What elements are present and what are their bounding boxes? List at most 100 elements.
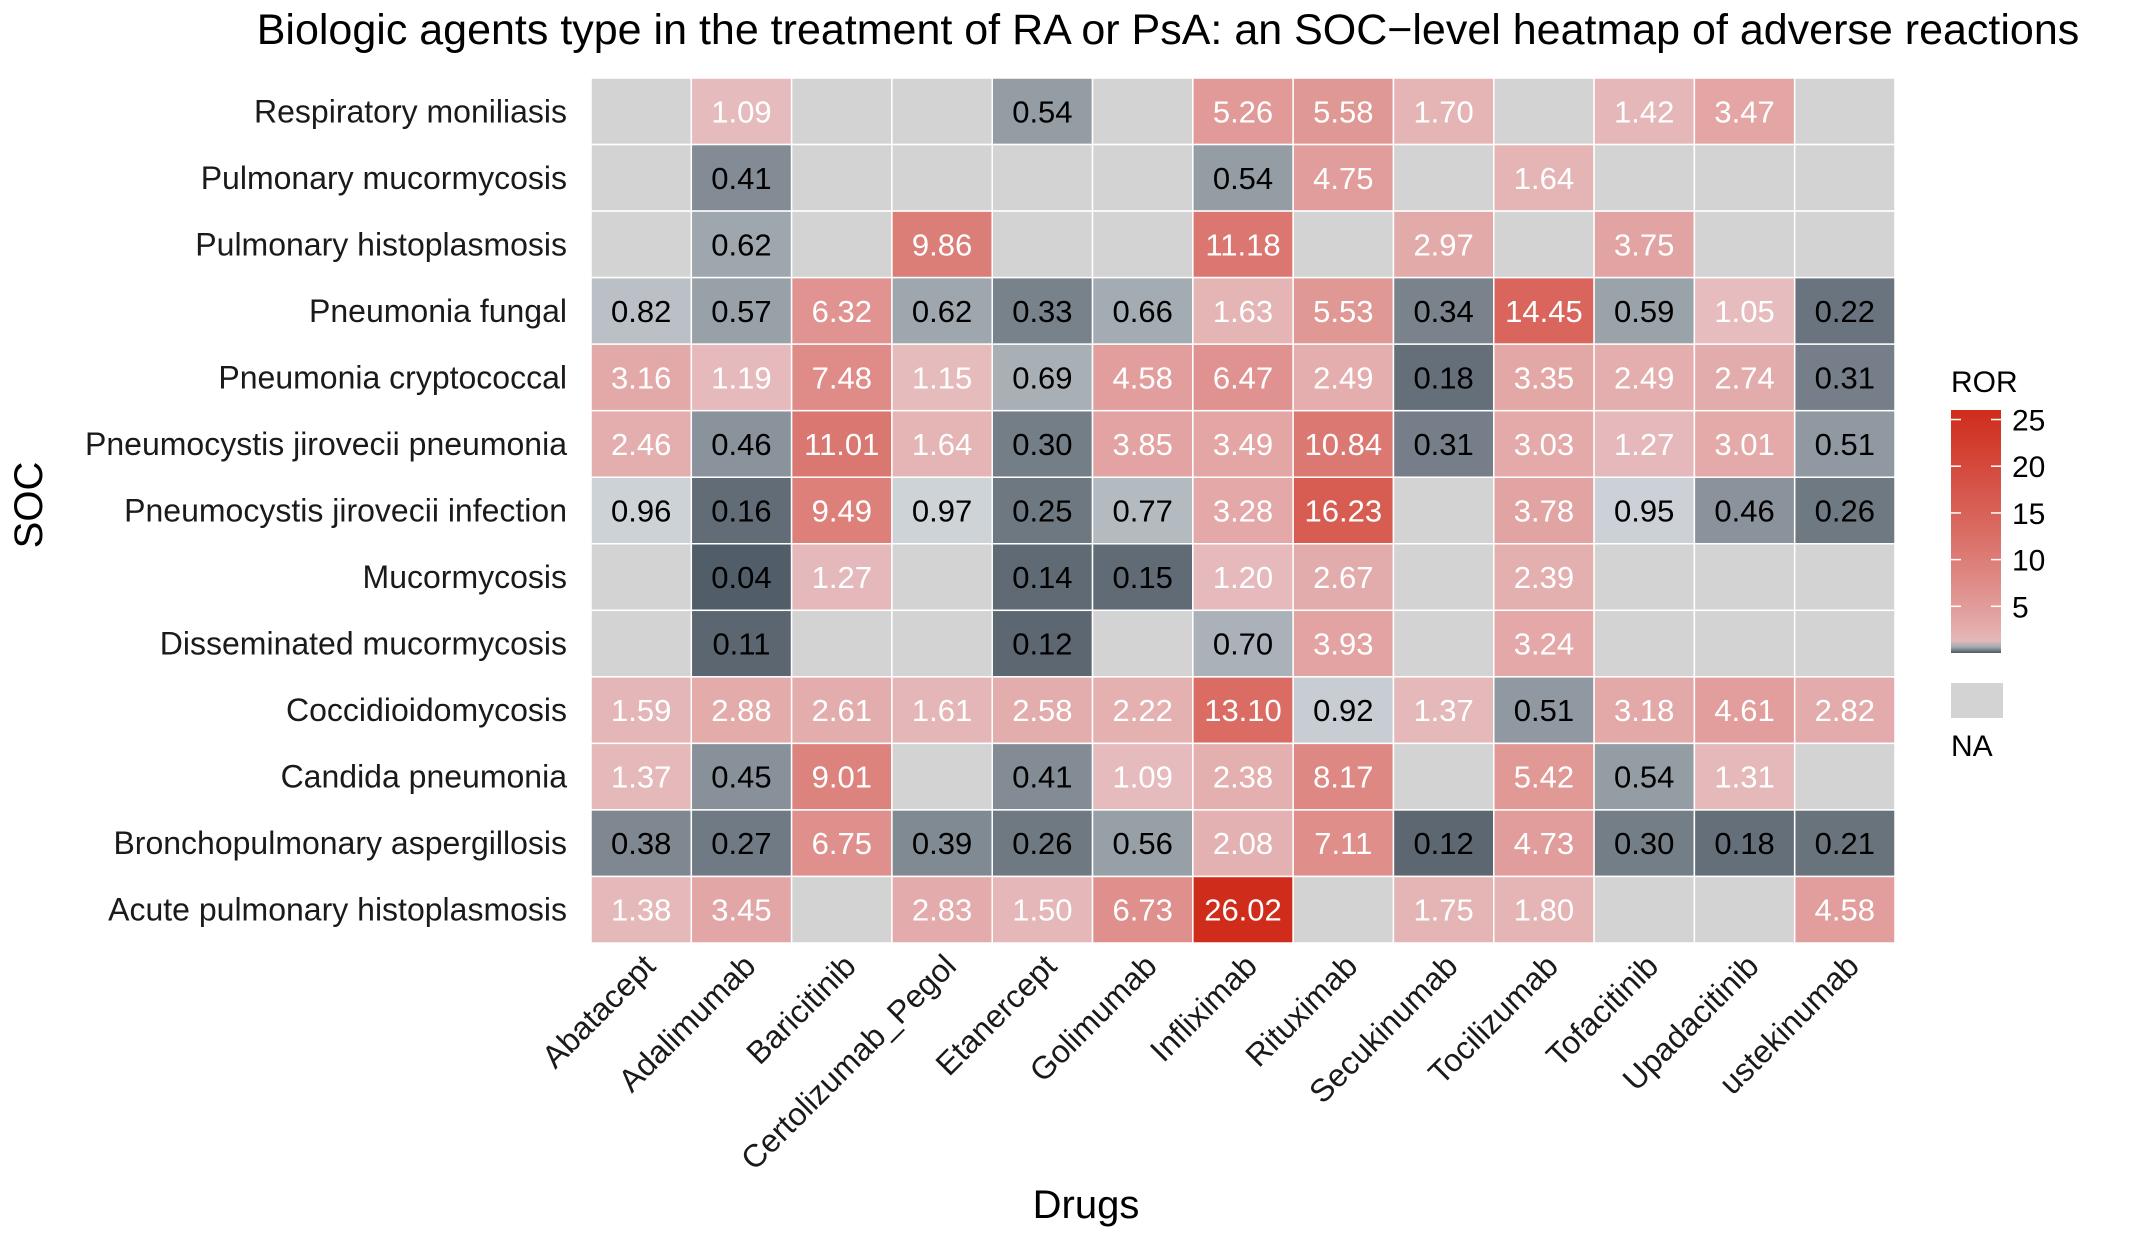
heatmap-cell	[690, 676, 793, 745]
heatmap-cell	[991, 210, 1094, 279]
heatmap-cell	[991, 77, 1094, 146]
cell-value-label: 6.32	[812, 294, 872, 329]
cell-value-label: 10.84	[1305, 427, 1383, 462]
y-tick-labels: Respiratory moniliasis Pulmonary mucormyc…	[85, 93, 567, 927]
cell-value-label: 2.49	[1614, 360, 1674, 395]
heatmap-cell	[891, 875, 993, 944]
cell-value-label: 4.75	[1313, 161, 1373, 196]
heatmap-cell	[891, 143, 993, 212]
heatmap-cell	[891, 609, 993, 678]
heatmap-cell	[1793, 609, 1896, 678]
cell-value-label: 0.46	[1714, 494, 1774, 529]
heatmap-cell	[790, 875, 893, 944]
legend-na-label: NA	[1951, 730, 1993, 763]
cell-value-label: 13.10	[1204, 693, 1282, 728]
cell-value-label: 4.73	[1514, 826, 1574, 861]
cell-value-label: 2.38	[1213, 760, 1273, 795]
cell-value-label: 0.15	[1113, 560, 1173, 595]
cell-value-label: 1.31	[1714, 760, 1774, 795]
cell-value-label: 1.38	[611, 893, 671, 928]
cell-value-label: 1.09	[1113, 760, 1173, 795]
heatmap-cell	[1493, 476, 1595, 545]
cell-value-label: 1.63	[1213, 294, 1273, 329]
heatmap-cell	[1392, 676, 1495, 745]
heatmap-cell	[1793, 343, 1896, 412]
heatmap-cell	[590, 809, 693, 878]
cell-value-label: 0.18	[1413, 360, 1473, 395]
cell-value-label: 2.61	[812, 693, 872, 728]
cell-value-label: 0.41	[711, 161, 771, 196]
heatmap-cell	[1091, 409, 1194, 478]
heatmap-cell	[1793, 543, 1896, 612]
heatmap-cell	[790, 742, 893, 811]
cell-value-label: 0.92	[1313, 693, 1373, 728]
cell-value-label: 1.80	[1514, 893, 1574, 928]
cell-value-label: 3.24	[1514, 627, 1574, 662]
heatmap-cell	[1091, 276, 1194, 345]
heatmap-cell	[1493, 809, 1595, 878]
heatmap-cell	[1493, 875, 1595, 944]
cell-value-label: 3.49	[1213, 427, 1273, 462]
cell-value-label: 0.18	[1714, 826, 1774, 861]
heatmap-cell	[1493, 742, 1595, 811]
heatmap-cell	[1593, 210, 1696, 279]
y-tick-label: Candida pneumonia	[281, 759, 568, 795]
cell-value-label: 1.50	[1012, 893, 1072, 928]
heatmap-cell	[1392, 875, 1495, 944]
cell-value-label: 0.25	[1012, 494, 1072, 529]
heatmap-cell	[690, 77, 793, 146]
heatmap-cell	[1091, 875, 1194, 944]
cell-value-label: 1.27	[812, 560, 872, 595]
legend-tick-label: 5	[2012, 591, 2029, 624]
heatmap-cell	[1793, 875, 1896, 944]
cell-value-label: 6.75	[812, 826, 872, 861]
cell-value-label: 16.23	[1305, 494, 1383, 529]
cell-value-label: 0.69	[1012, 360, 1072, 395]
heatmap-cell	[991, 742, 1094, 811]
cell-value-label: 1.19	[711, 360, 771, 395]
y-axis-label: SOC	[7, 462, 51, 549]
heatmap-cell	[790, 276, 893, 345]
heatmap-cell	[1392, 742, 1495, 811]
cell-value-label: 0.11	[712, 627, 770, 662]
heatmap-cell	[690, 276, 793, 345]
cell-value-label: 3.18	[1614, 693, 1674, 728]
cell-value-label: 2.22	[1113, 693, 1173, 728]
cell-value-label: 2.97	[1413, 227, 1473, 262]
cell-value-label: 7.48	[812, 360, 872, 395]
heatmap-cell	[790, 409, 893, 478]
heatmap-cell	[1693, 676, 1796, 745]
cell-value-label: 5.26	[1213, 94, 1273, 129]
heatmap-cell	[1593, 343, 1696, 412]
cell-value-label: 0.96	[611, 494, 671, 529]
y-tick-label: Acute pulmonary histoplasmosis	[108, 892, 567, 928]
cell-value-label: 0.56	[1113, 826, 1173, 861]
heatmap-cell	[790, 543, 893, 612]
heatmap-cell	[1493, 77, 1595, 146]
x-tick-labels: AbataceptAdalimumabBaricitinibCertolizum…	[535, 947, 1866, 1176]
cell-value-label: 26.02	[1204, 893, 1282, 928]
heatmap-cell	[590, 276, 693, 345]
heatmap-cell	[991, 609, 1094, 678]
cell-value-label: 3.85	[1113, 427, 1173, 462]
cell-value-label: 0.31	[1413, 427, 1473, 462]
cell-value-label: 0.27	[711, 826, 771, 861]
cell-value-label: 0.31	[1815, 360, 1875, 395]
cell-value-label: 0.16	[711, 494, 771, 529]
heatmap-cell	[690, 609, 793, 678]
heatmap-cell	[991, 875, 1094, 944]
heatmap-cell	[590, 476, 693, 545]
heatmap-cell	[991, 809, 1094, 878]
heatmap-cell	[790, 809, 893, 878]
cell-value-label: 0.82	[611, 294, 671, 329]
cell-value-label: 3.75	[1614, 227, 1674, 262]
cell-value-label: 2.49	[1313, 360, 1373, 395]
cell-value-label: 0.34	[1413, 294, 1473, 329]
heatmap-cell	[1493, 609, 1595, 678]
heatmap-cell	[1091, 210, 1194, 279]
heatmap-cell	[1693, 409, 1796, 478]
cell-value-label: 7.11	[1314, 826, 1372, 861]
heatmap-cell	[690, 543, 793, 612]
heatmap-cell	[590, 875, 693, 944]
heatmap-cell	[991, 143, 1094, 212]
